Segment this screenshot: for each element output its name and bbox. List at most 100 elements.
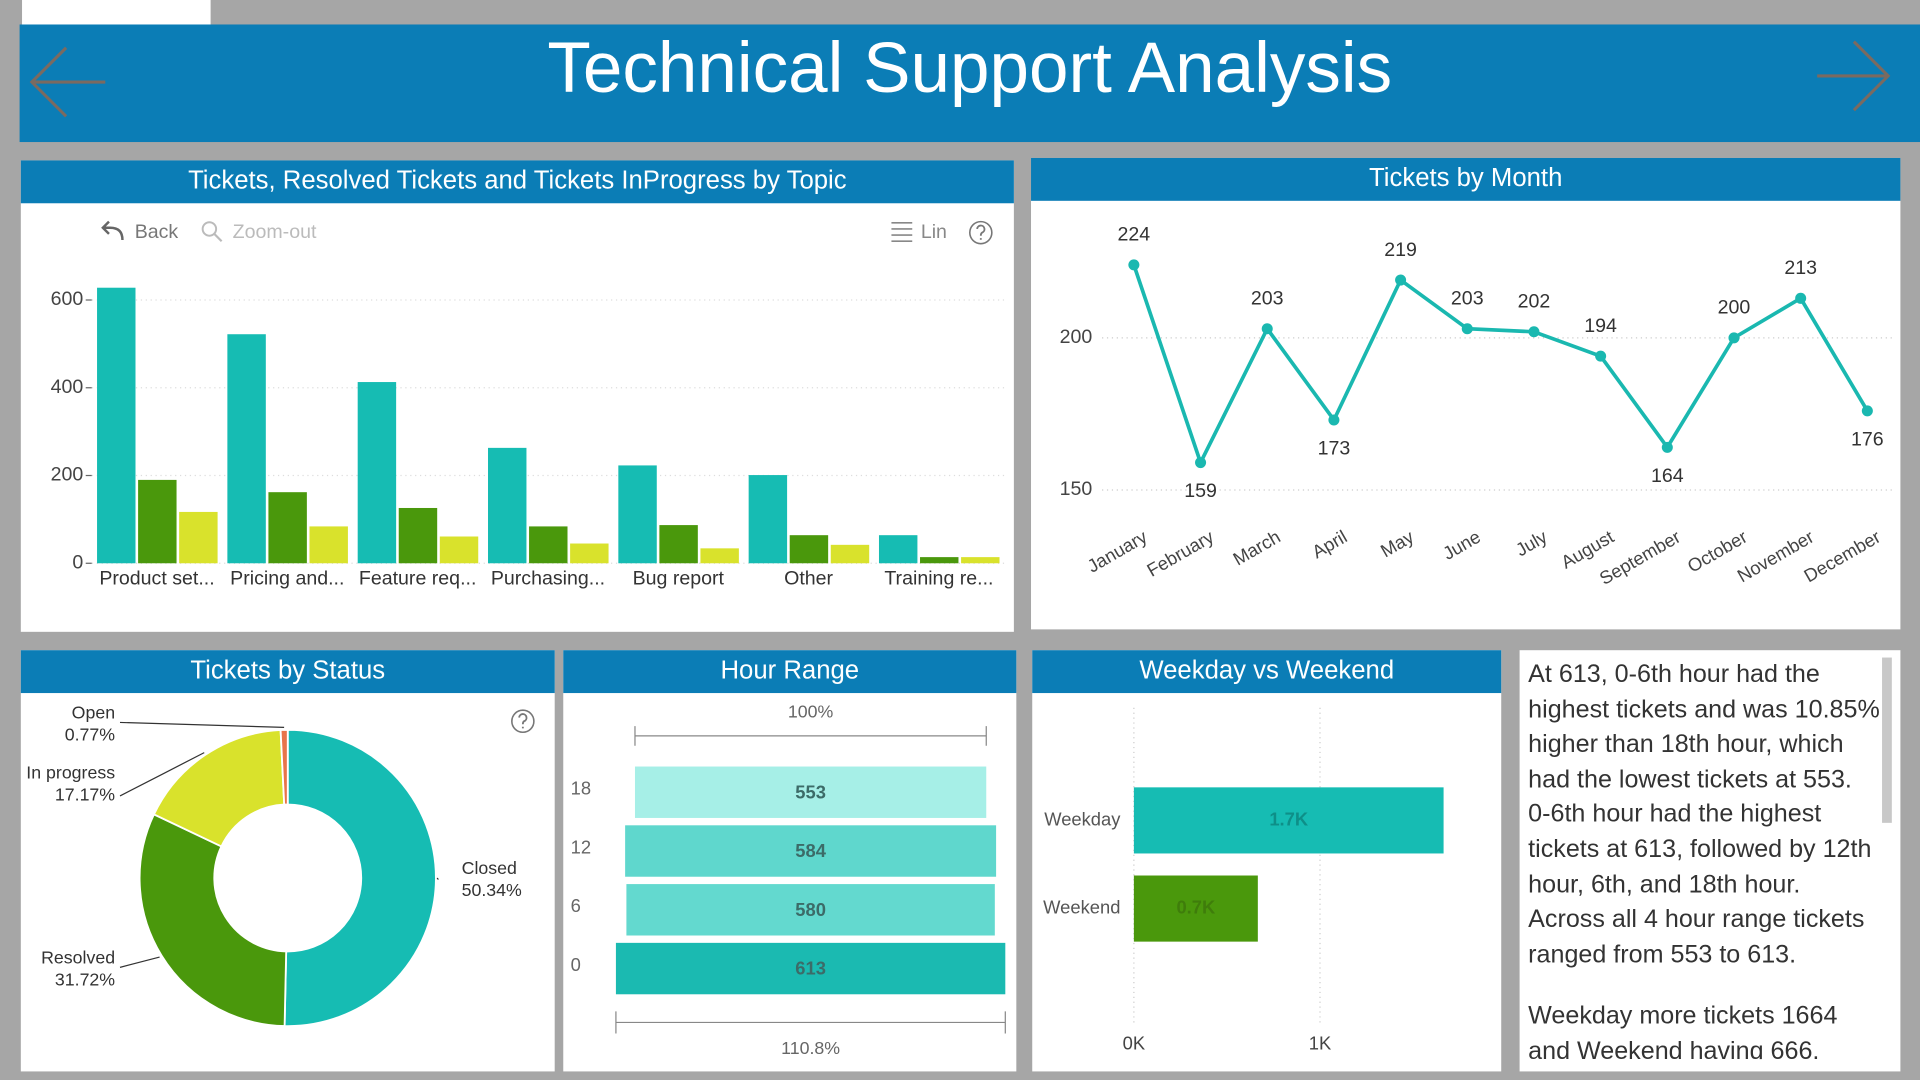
x-tick-label: 0K xyxy=(1123,1032,1146,1053)
narrative-panel xyxy=(1519,650,1901,1072)
bar xyxy=(227,334,266,564)
bar xyxy=(97,287,136,564)
leader-line xyxy=(119,752,205,797)
data-label: 224 xyxy=(1118,224,1151,246)
bar xyxy=(830,544,870,564)
data-label: 584 xyxy=(795,840,826,861)
category-label: 12 xyxy=(571,836,591,857)
back-arrow[interactable] xyxy=(29,46,106,118)
panel-title: Tickets, Resolved Tickets and Tickets In… xyxy=(188,167,847,195)
bracket xyxy=(615,1011,1006,1034)
help-icon[interactable] xyxy=(969,220,993,245)
forward-arrow[interactable] xyxy=(1817,40,1891,112)
bar xyxy=(1133,787,1444,854)
panel-title: Weekday vs Weekend xyxy=(1139,656,1394,684)
point xyxy=(1728,332,1740,344)
panel-title-bar xyxy=(20,160,1014,204)
scrollbar[interactable] xyxy=(1882,657,1892,823)
panel-title: Tickets by Month xyxy=(1369,164,1562,192)
funnel-bar xyxy=(625,825,997,877)
bar xyxy=(1133,875,1258,942)
x-tick-label: Purchasing... xyxy=(491,567,605,589)
pie-value-label: 0.77% xyxy=(65,725,116,745)
category-label: Weekday xyxy=(1044,808,1121,829)
data-label: 203 xyxy=(1251,288,1284,310)
data-label: 580 xyxy=(795,899,826,920)
x-tick-label: Feature req... xyxy=(359,567,477,589)
pie-value-label: 31.72% xyxy=(55,970,115,990)
category-label: 18 xyxy=(571,778,591,799)
funnel-bar xyxy=(626,884,995,936)
narrative-paragraph: Weekday more tickets 1664 and Weekend ha… xyxy=(1528,1002,1838,1060)
funnel-bottom-label: 110.8% xyxy=(781,1038,840,1058)
panel-title: Tickets by Status xyxy=(190,656,385,684)
bar xyxy=(748,475,788,564)
point xyxy=(1661,441,1673,453)
narrative-text: At 613, 0-6th hour had the highest ticke… xyxy=(1528,658,1881,1060)
toolbar-button[interactable]: Zoom-out xyxy=(233,221,317,243)
help-icon[interactable] xyxy=(511,709,535,734)
point xyxy=(1461,323,1473,335)
point xyxy=(1261,323,1273,335)
bar xyxy=(488,447,527,564)
funnel-bar xyxy=(615,942,1006,995)
bar xyxy=(309,526,348,564)
bar xyxy=(439,536,479,564)
zoom-icon[interactable] xyxy=(201,221,218,237)
bar xyxy=(618,465,657,564)
panel-title-bar xyxy=(563,650,1017,694)
leader-line xyxy=(119,956,160,968)
data-label: 194 xyxy=(1584,315,1617,337)
point xyxy=(1328,414,1340,426)
help-icon-glyph[interactable] xyxy=(976,224,986,240)
point xyxy=(1395,274,1407,286)
back-icon[interactable] xyxy=(101,220,124,241)
funnel-bar xyxy=(634,766,987,818)
narrative-paragraph: At 613, 0-6th hour had the highest ticke… xyxy=(1528,660,1880,969)
y-tick-label: 0 xyxy=(72,551,83,573)
category-label: Weekend xyxy=(1043,896,1120,917)
point xyxy=(1128,259,1140,271)
y-tick-label: 600 xyxy=(51,288,84,310)
x-tick-label: Product set... xyxy=(99,567,214,589)
toolbar-button[interactable]: Back xyxy=(135,221,179,243)
x-tick-label: Bug report xyxy=(633,567,725,589)
y-tick-label: 200 xyxy=(1060,326,1093,348)
bar xyxy=(961,557,1000,564)
category-label: 0 xyxy=(571,954,581,975)
pie-value-label: 17.17% xyxy=(55,785,115,805)
bar xyxy=(529,526,568,564)
zoom-icon-handle[interactable] xyxy=(213,233,223,243)
data-label: 173 xyxy=(1318,438,1351,460)
data-label: 159 xyxy=(1184,480,1217,502)
bar xyxy=(398,507,438,564)
x-tick-label: 1K xyxy=(1309,1032,1332,1053)
bar xyxy=(878,535,918,564)
pie-slice xyxy=(283,728,437,1028)
category-label: 6 xyxy=(571,895,581,916)
x-tick-label: Pricing and... xyxy=(230,567,344,589)
bar xyxy=(179,511,218,564)
page-tab[interactable] xyxy=(22,0,211,25)
pie-label: Resolved xyxy=(41,947,115,967)
leader-line xyxy=(436,877,439,880)
pie-label: In progress xyxy=(26,763,115,783)
x-tick-label: Training re... xyxy=(884,567,993,589)
pie-label: Open xyxy=(72,703,115,723)
panel-title: Hour Range xyxy=(720,656,859,684)
data-label: 213 xyxy=(1784,257,1817,279)
bar xyxy=(357,382,397,564)
help-icon-glyph[interactable] xyxy=(518,713,528,729)
data-label: 203 xyxy=(1451,288,1484,310)
point xyxy=(1528,326,1540,338)
bar xyxy=(268,492,307,564)
data-label: 200 xyxy=(1718,297,1751,319)
panel-title-bar xyxy=(1032,650,1502,694)
toolbar-button[interactable]: Lin xyxy=(921,221,947,243)
pie-value-label: 50.34% xyxy=(462,880,522,900)
bar xyxy=(920,557,959,564)
data-label: 1.7K xyxy=(1269,808,1309,829)
header-title: Technical Support Analysis xyxy=(547,29,1392,108)
